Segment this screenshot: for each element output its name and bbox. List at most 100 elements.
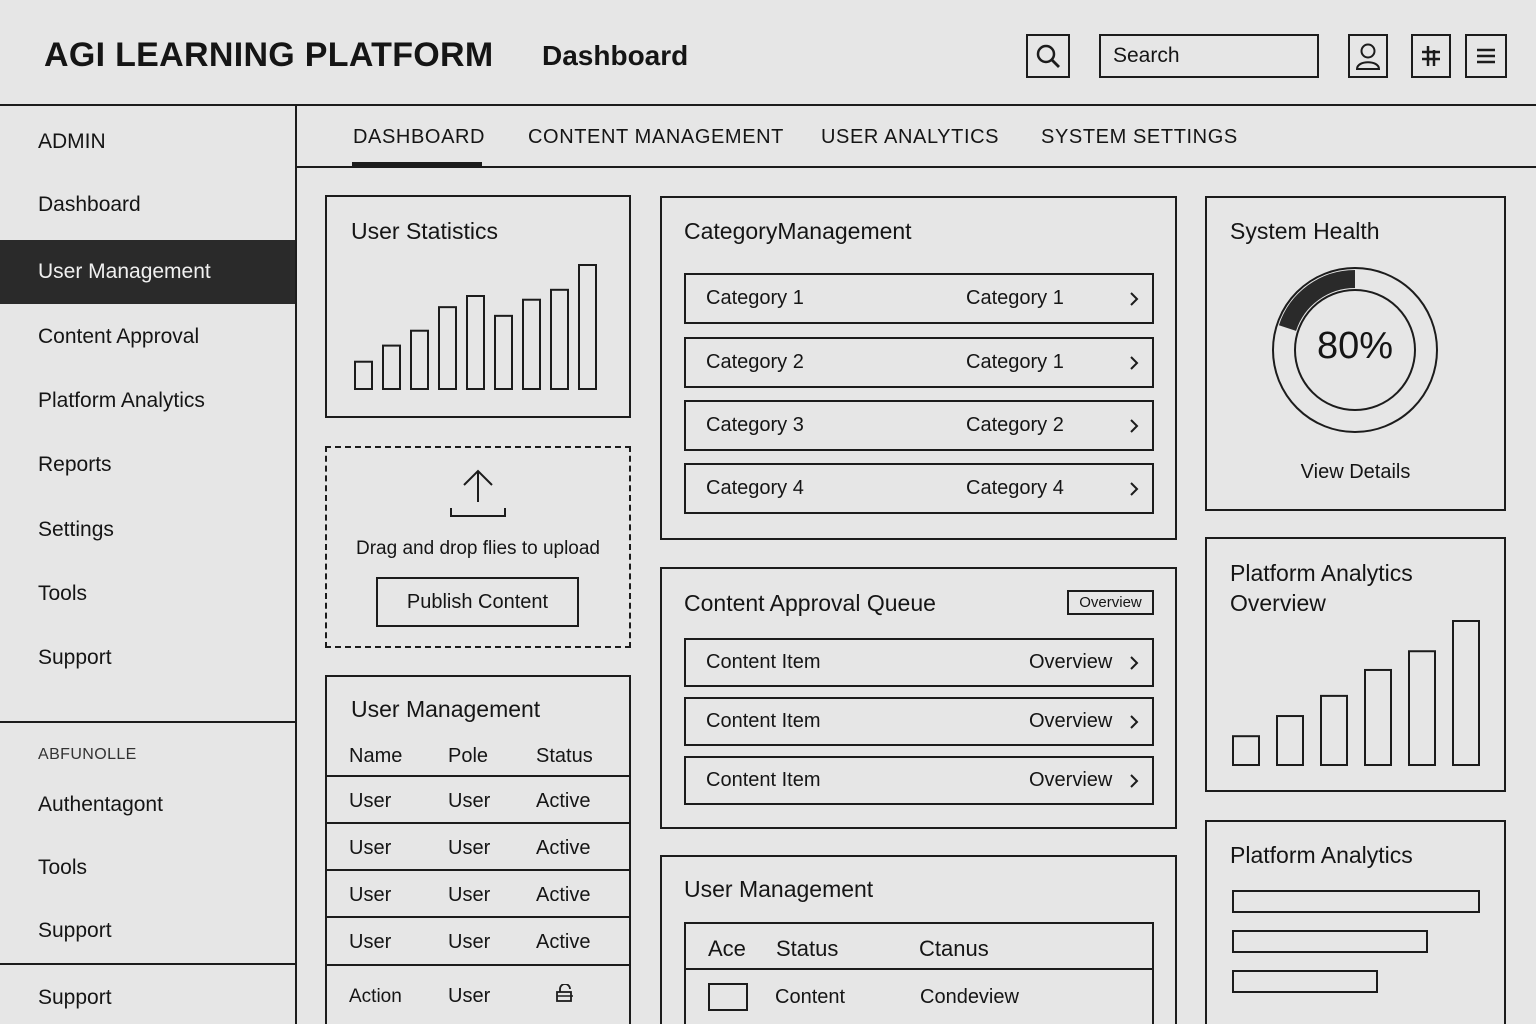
content-item-name: Content Item bbox=[706, 769, 821, 791]
top-header bbox=[0, 0, 1536, 106]
category-parent: Category 1 bbox=[966, 351, 1064, 373]
content-item-row[interactable]: Content Item Overview bbox=[684, 638, 1154, 687]
publish-content-button[interactable]: Publish Content bbox=[376, 577, 579, 627]
table-divider bbox=[326, 964, 630, 966]
menu-button[interactable] bbox=[1465, 34, 1507, 78]
analytics-overview-chart bbox=[1232, 620, 1480, 767]
column-header-ctanus[interactable]: Ctanus bbox=[919, 936, 989, 961]
chevron-right-icon bbox=[1130, 291, 1139, 306]
lock-icon[interactable] bbox=[554, 984, 576, 1004]
settings-button[interactable] bbox=[1411, 34, 1451, 78]
sidebar-item-tools-secondary[interactable]: Tools bbox=[38, 856, 88, 879]
sidebar-item-dashboard[interactable]: Dashboard bbox=[38, 193, 141, 216]
content-approval-queue-card bbox=[660, 567, 1177, 829]
sidebar-item-support-secondary[interactable]: Support bbox=[38, 919, 112, 942]
content-item-row[interactable]: Content Item Overview bbox=[684, 697, 1154, 746]
tab-content-management[interactable]: CONTENT MANAGEMENT bbox=[528, 126, 784, 148]
table-cell-ctanus: Condeview bbox=[920, 986, 1019, 1008]
health-percent-label: 80% bbox=[1316, 325, 1394, 367]
chart-bar bbox=[494, 314, 513, 390]
sidebar-item-support-footer[interactable]: Support bbox=[38, 986, 112, 1009]
profile-button[interactable] bbox=[1348, 34, 1388, 78]
sidebar-section-label: ABFUNOLLE bbox=[38, 746, 137, 763]
view-details-link[interactable]: View Details bbox=[1300, 461, 1411, 483]
sidebar-item-tools[interactable]: Tools bbox=[38, 582, 88, 605]
tab-bar bbox=[297, 106, 1536, 168]
chevron-right-icon bbox=[1130, 714, 1139, 729]
chart-bar bbox=[1452, 620, 1480, 766]
chart-hbar bbox=[1232, 890, 1480, 913]
content-item-link[interactable]: Overview bbox=[1029, 710, 1113, 732]
column-header-status[interactable]: Status bbox=[536, 745, 593, 767]
sidebar-divider bbox=[0, 963, 295, 965]
table-cell-status: Active bbox=[536, 884, 591, 906]
table-cell-name: User bbox=[349, 884, 392, 906]
content-item-name: Content Item bbox=[706, 710, 821, 732]
tab-dashboard[interactable]: DASHBOARD bbox=[353, 126, 486, 148]
table-cell-action: Action bbox=[349, 986, 402, 1007]
user-management-secondary-title: User Management bbox=[684, 876, 874, 902]
category-name: Category 1 bbox=[706, 287, 804, 309]
content-item-name: Content Item bbox=[706, 651, 821, 673]
table-cell-status: Content bbox=[775, 986, 846, 1008]
tab-user-analytics[interactable]: USER ANALYTICS bbox=[821, 126, 1000, 148]
tab-system-settings[interactable]: SYSTEM SETTINGS bbox=[1041, 126, 1238, 148]
sidebar-item-content-approval[interactable]: Content Approval bbox=[38, 325, 200, 348]
chart-bar bbox=[410, 329, 429, 390]
category-management-card bbox=[660, 196, 1177, 540]
category-management-title: CategoryManagement bbox=[684, 218, 912, 244]
search-input[interactable] bbox=[1099, 34, 1319, 78]
table-cell-role: User bbox=[448, 790, 491, 812]
user-management-secondary-card bbox=[660, 855, 1177, 1024]
category-row[interactable]: Category 4 Category 4 bbox=[684, 463, 1154, 514]
upload-dropzone[interactable] bbox=[325, 446, 631, 648]
sidebar-item-support[interactable]: Support bbox=[38, 646, 112, 669]
platform-analytics-title: Platform Analytics bbox=[1230, 842, 1413, 868]
chart-bar bbox=[1408, 650, 1436, 767]
platform-analytics-hbar-chart bbox=[1232, 890, 1482, 1000]
user-management-title: User Management bbox=[351, 696, 541, 722]
app-title: AGI LEARNING PLATFORM bbox=[44, 36, 494, 74]
page-title: Dashboard bbox=[542, 40, 689, 71]
search-button[interactable] bbox=[1026, 34, 1070, 78]
sidebar-item-authentagont[interactable]: Authentagont bbox=[38, 793, 163, 816]
upload-instructions: Drag and drop flies to upload bbox=[356, 538, 600, 559]
category-parent: Category 1 bbox=[966, 287, 1064, 309]
overview-badge[interactable]: Overview bbox=[1067, 590, 1154, 615]
sidebar-item-platform-analytics[interactable]: Platform Analytics bbox=[38, 389, 205, 412]
chart-bar bbox=[522, 298, 541, 390]
category-row[interactable]: Category 3 Category 2 bbox=[684, 400, 1154, 451]
user-statistics-chart bbox=[354, 264, 597, 391]
content-item-link[interactable]: Overview bbox=[1029, 769, 1113, 791]
chart-bar bbox=[1276, 715, 1304, 766]
column-header-name[interactable]: Name bbox=[349, 745, 403, 767]
content-queue-title: Content Approval Queue bbox=[684, 590, 936, 616]
sidebar-item-reports[interactable]: Reports bbox=[38, 453, 112, 476]
sidebar bbox=[0, 106, 297, 1024]
table-cell-name: User bbox=[349, 931, 392, 953]
row-checkbox[interactable] bbox=[708, 983, 748, 1011]
table-cell-status: Active bbox=[536, 790, 591, 812]
category-name: Category 2 bbox=[706, 351, 804, 373]
table-cell-role: User bbox=[448, 837, 491, 859]
table-divider bbox=[326, 775, 630, 777]
column-header-status[interactable]: Status bbox=[776, 936, 839, 961]
category-name: Category 4 bbox=[706, 477, 804, 499]
platform-analytics-card bbox=[1205, 820, 1506, 1024]
content-item-link[interactable]: Overview bbox=[1029, 651, 1113, 673]
sidebar-item-settings[interactable]: Settings bbox=[38, 518, 114, 541]
category-parent: Category 4 bbox=[966, 477, 1064, 499]
table-cell-name: User bbox=[349, 837, 392, 859]
column-header-pole[interactable]: Pole bbox=[448, 745, 489, 767]
column-header-ace[interactable]: Ace bbox=[708, 936, 746, 961]
content-item-row[interactable]: Content Item Overview bbox=[684, 756, 1154, 805]
platform-analytics-overview-card bbox=[1205, 537, 1506, 792]
category-row[interactable]: Category 1 Category 1 bbox=[684, 273, 1154, 324]
category-row[interactable]: Category 2 Category 1 bbox=[684, 337, 1154, 388]
chevron-right-icon bbox=[1130, 418, 1139, 433]
analytics-overview-title-line1: Platform Analytics bbox=[1230, 560, 1413, 586]
table-divider bbox=[685, 968, 1153, 970]
chart-bar bbox=[466, 295, 485, 390]
sidebar-item-user-management[interactable]: User Management bbox=[0, 240, 295, 304]
analytics-overview-title-line2: Overview bbox=[1230, 590, 1326, 616]
